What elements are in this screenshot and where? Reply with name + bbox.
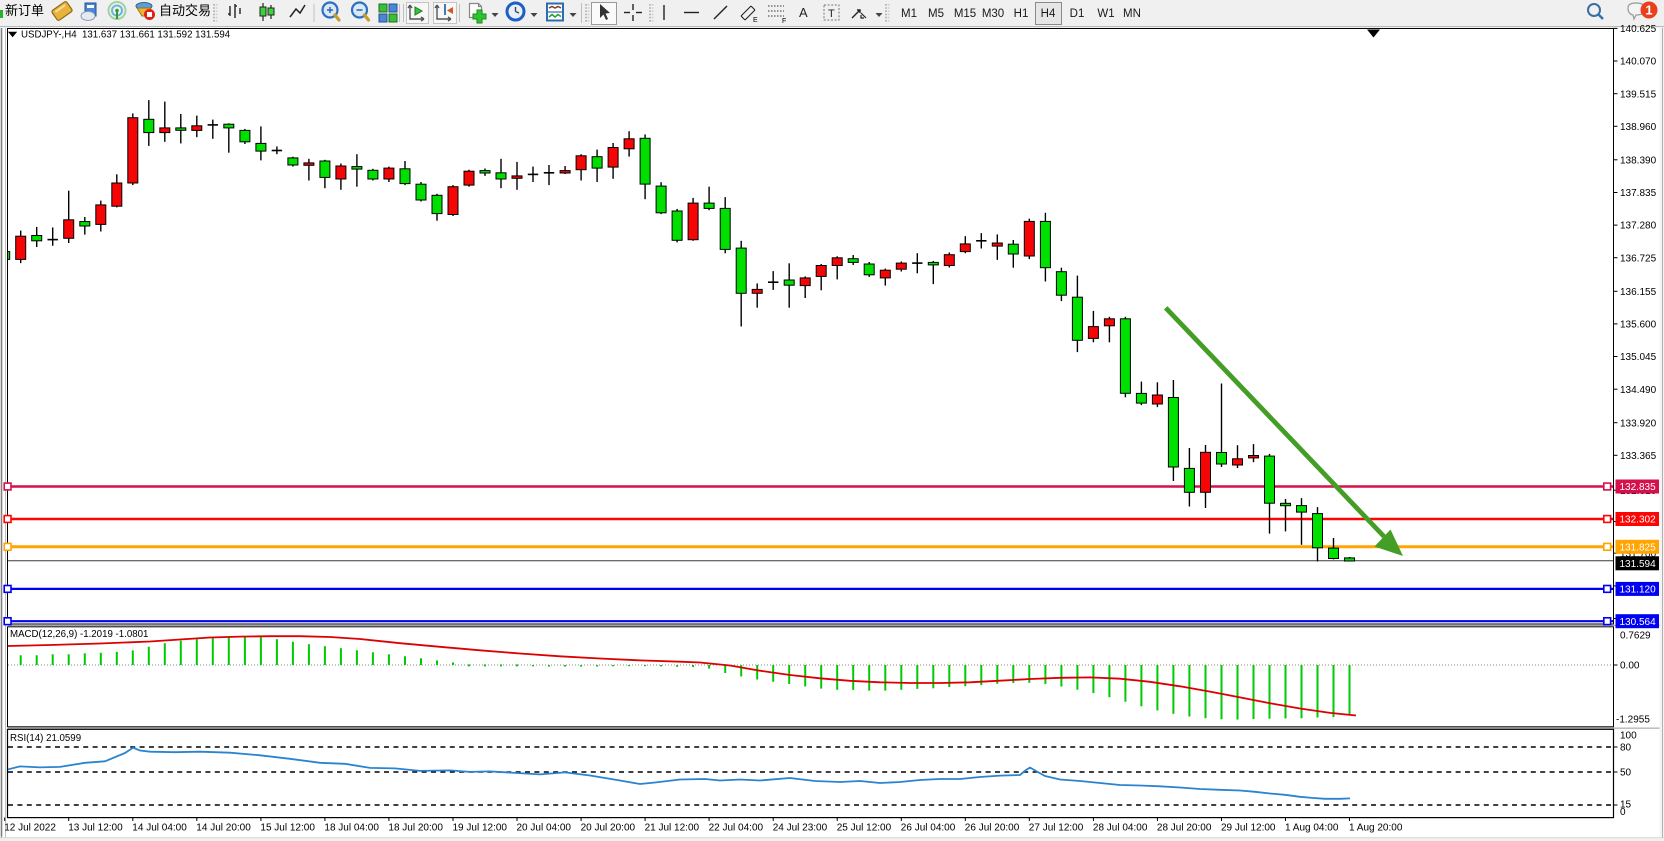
svg-text:12 Jul 2022: 12 Jul 2022	[4, 823, 56, 834]
svg-text:H1: H1	[1014, 8, 1029, 20]
svg-text:1: 1	[1645, 3, 1652, 18]
svg-text:MN: MN	[1123, 8, 1141, 20]
svg-text:1 Aug 20:00: 1 Aug 20:00	[1349, 823, 1403, 834]
svg-text:135.600: 135.600	[1620, 320, 1657, 331]
svg-text:100: 100	[1620, 731, 1637, 742]
svg-text:29 Jul 12:00: 29 Jul 12:00	[1221, 823, 1276, 834]
svg-text:0.00: 0.00	[1620, 661, 1640, 672]
svg-text:20 Jul 04:00: 20 Jul 04:00	[517, 823, 572, 834]
svg-text:新订单: 新订单	[5, 3, 44, 18]
svg-text:21 Jul 12:00: 21 Jul 12:00	[645, 823, 700, 834]
svg-text:133.920: 133.920	[1620, 418, 1657, 429]
svg-text:137.835: 137.835	[1620, 188, 1657, 199]
svg-text:137.280: 137.280	[1620, 221, 1657, 232]
svg-text:USDJPY-,H4 131.637 131.661 13: USDJPY-,H4 131.637 131.661 131.592 131.5…	[21, 30, 231, 41]
svg-text:25 Jul 12:00: 25 Jul 12:00	[837, 823, 892, 834]
svg-text:M15: M15	[954, 8, 976, 20]
svg-text:-1.2955: -1.2955	[1616, 715, 1650, 726]
svg-text:M5: M5	[928, 8, 944, 20]
svg-text:26 Jul 20:00: 26 Jul 20:00	[965, 823, 1020, 834]
svg-text:130.564: 130.564	[1620, 617, 1657, 628]
svg-text:T: T	[828, 8, 835, 20]
svg-text:M30: M30	[982, 8, 1004, 20]
svg-text:138.390: 138.390	[1620, 155, 1657, 166]
svg-text:13 Jul 12:00: 13 Jul 12:00	[68, 823, 123, 834]
svg-text:136.155: 136.155	[1620, 287, 1657, 298]
svg-text:RSI(14) 21.0599: RSI(14) 21.0599	[10, 733, 81, 744]
svg-text:80: 80	[1620, 743, 1632, 754]
svg-text:132.835: 132.835	[1620, 482, 1657, 493]
svg-text:24 Jul 23:00: 24 Jul 23:00	[773, 823, 828, 834]
svg-text:F: F	[782, 18, 786, 25]
svg-text:138.960: 138.960	[1620, 122, 1657, 133]
svg-text:自动交易: 自动交易	[159, 3, 211, 18]
svg-text:18 Jul 20:00: 18 Jul 20:00	[388, 823, 443, 834]
svg-text:15 Jul 12:00: 15 Jul 12:00	[260, 823, 315, 834]
svg-text:15: 15	[1620, 800, 1632, 811]
svg-text:140.625: 140.625	[1620, 24, 1657, 35]
svg-text:132.302: 132.302	[1620, 515, 1657, 526]
svg-text:131.825: 131.825	[1620, 543, 1657, 554]
svg-text:136.725: 136.725	[1620, 253, 1657, 264]
svg-text:131.120: 131.120	[1620, 585, 1657, 596]
svg-text:19 Jul 12:00: 19 Jul 12:00	[453, 823, 508, 834]
svg-text:MACD(12,26,9) -1.2019 -1.0801: MACD(12,26,9) -1.2019 -1.0801	[10, 629, 148, 640]
svg-text:22 Jul 04:00: 22 Jul 04:00	[709, 823, 764, 834]
svg-text:0: 0	[1620, 807, 1626, 818]
svg-text:28 Jul 20:00: 28 Jul 20:00	[1157, 823, 1212, 834]
svg-text:14 Jul 20:00: 14 Jul 20:00	[196, 823, 251, 834]
svg-text:50: 50	[1620, 768, 1632, 779]
svg-text:1 Aug 04:00: 1 Aug 04:00	[1285, 823, 1339, 834]
svg-text:135.045: 135.045	[1620, 352, 1657, 363]
svg-text:18 Jul 04:00: 18 Jul 04:00	[324, 823, 379, 834]
svg-text:A: A	[799, 5, 808, 20]
svg-text:140.070: 140.070	[1620, 57, 1657, 68]
svg-text:E: E	[753, 17, 758, 24]
svg-text:139.515: 139.515	[1620, 89, 1657, 100]
svg-text:134.490: 134.490	[1620, 385, 1657, 396]
svg-text:133.365: 133.365	[1620, 451, 1657, 462]
svg-text:H4: H4	[1041, 8, 1056, 20]
svg-text:14 Jul 04:00: 14 Jul 04:00	[132, 823, 187, 834]
svg-text:131.700: 131.700	[1620, 549, 1657, 560]
svg-text:D1: D1	[1070, 8, 1085, 20]
svg-text:27 Jul 12:00: 27 Jul 12:00	[1029, 823, 1084, 834]
svg-text:20 Jul 20:00: 20 Jul 20:00	[581, 823, 636, 834]
svg-text:M1: M1	[901, 8, 917, 20]
svg-text:26 Jul 04:00: 26 Jul 04:00	[901, 823, 956, 834]
svg-text:0.7629: 0.7629	[1620, 631, 1651, 642]
svg-text:131.594: 131.594	[1620, 559, 1657, 570]
svg-text:28 Jul 04:00: 28 Jul 04:00	[1093, 823, 1148, 834]
svg-text:W1: W1	[1097, 8, 1114, 20]
